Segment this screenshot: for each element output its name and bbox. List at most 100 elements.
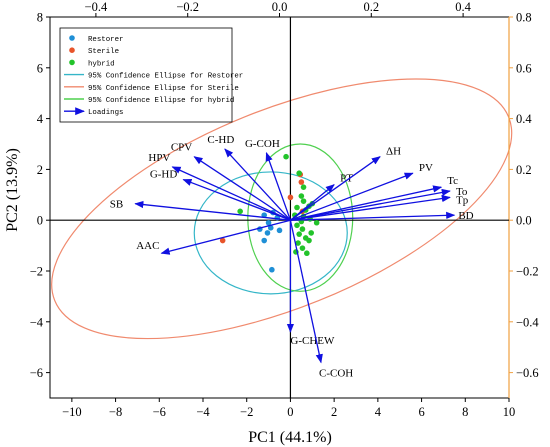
loading-label: AAC bbox=[136, 240, 159, 252]
data-point bbox=[276, 227, 283, 234]
y-tick-label: 4 bbox=[37, 112, 44, 126]
loading-label: To bbox=[456, 186, 468, 198]
y-tick-label: −2 bbox=[30, 265, 43, 279]
loading-arrow bbox=[160, 219, 291, 255]
x-tick-label: 0 bbox=[287, 405, 293, 419]
data-point bbox=[237, 208, 243, 215]
loading-label: G-HD bbox=[150, 169, 178, 181]
legend-label: Sterile bbox=[88, 48, 119, 56]
data-point bbox=[265, 219, 272, 226]
legend-marker bbox=[69, 47, 75, 53]
axes-layer: −10 −8 −6 −4 −2 0 2 4 6 8 10 −6 −4 −2 0 2 4 6 8 −0.4 −0.2 0.0… bbox=[30, 0, 540, 419]
loading-arrow bbox=[290, 156, 381, 221]
data-point bbox=[294, 222, 300, 229]
data-point bbox=[313, 219, 320, 226]
confidence-ellipse bbox=[193, 171, 348, 295]
loading-label: CPV bbox=[171, 142, 192, 154]
legend-label: 95% Confidence Ellipse for Restorer bbox=[88, 73, 243, 81]
data-point bbox=[283, 153, 289, 160]
y-tick-label: 6 bbox=[37, 61, 43, 75]
right-tick-label: 0.6 bbox=[516, 61, 532, 75]
top-tick-label: −0.2 bbox=[176, 0, 199, 14]
x-tick-label: 2 bbox=[331, 405, 337, 419]
points-layer bbox=[219, 153, 320, 273]
x-tick-label: 10 bbox=[503, 405, 516, 419]
legend-label: Restorer bbox=[88, 36, 123, 44]
legend-label: 95% Confidence Ellipse for Sterile bbox=[88, 85, 239, 93]
data-point bbox=[299, 226, 306, 232]
data-point bbox=[298, 193, 305, 199]
data-point bbox=[287, 194, 294, 201]
loading-arrow bbox=[290, 194, 451, 221]
legend-marker bbox=[69, 59, 75, 66]
x-tick-label: −2 bbox=[240, 405, 253, 419]
data-point bbox=[299, 245, 306, 251]
legend-label: Loadings bbox=[88, 109, 123, 117]
data-point bbox=[300, 198, 307, 204]
right-tick-label: 0.0 bbox=[516, 214, 532, 228]
loading-arrow bbox=[193, 156, 291, 221]
loading-arrow bbox=[290, 211, 456, 221]
right-tick-label: −0.6 bbox=[516, 366, 539, 380]
loading-arrow bbox=[224, 148, 291, 221]
data-point bbox=[300, 184, 307, 190]
right-tick-label: 0.4 bbox=[516, 112, 532, 126]
top-tick-label: 0.0 bbox=[272, 0, 288, 14]
data-point bbox=[294, 204, 300, 211]
data-point bbox=[296, 231, 302, 237]
x-tick-label: −8 bbox=[109, 405, 122, 419]
data-point bbox=[267, 225, 274, 231]
y-tick-label: −6 bbox=[30, 366, 43, 380]
legend-label: 95% Confidence Ellipse for hybrid bbox=[88, 97, 234, 105]
data-point bbox=[261, 212, 268, 218]
legend-marker bbox=[69, 35, 75, 41]
loading-arrow bbox=[134, 200, 291, 221]
x-tick-label: −10 bbox=[62, 405, 82, 419]
top-tick-label: −0.4 bbox=[85, 0, 108, 14]
legend-label: hybrid bbox=[88, 60, 115, 68]
legend: Restorer Sterile hybrid 95% Confidence Elli… bbox=[59, 27, 243, 123]
x-tick-label: 6 bbox=[418, 405, 424, 419]
loading-label: G-COH bbox=[245, 138, 280, 150]
right-tick-label: 0.8 bbox=[516, 11, 532, 25]
data-point bbox=[304, 250, 310, 257]
loading-arrow bbox=[289, 220, 323, 364]
legend-box bbox=[59, 27, 233, 123]
top-tick-label: 0.4 bbox=[455, 0, 471, 14]
x-tick-label: 4 bbox=[375, 405, 382, 419]
loading-label: ΔH bbox=[386, 146, 401, 158]
loading-label: SB bbox=[110, 199, 123, 211]
y-tick-label: −4 bbox=[30, 315, 44, 329]
data-point bbox=[269, 266, 275, 273]
loading-label: G-CHEW bbox=[290, 335, 335, 347]
right-tick-label: 0.2 bbox=[516, 163, 532, 177]
y-tick-label: 2 bbox=[37, 163, 43, 177]
right-tick-label: −0.4 bbox=[516, 315, 539, 329]
x-tick-label: −6 bbox=[153, 405, 166, 419]
loading-arrow bbox=[182, 178, 291, 221]
loading-label: Tp bbox=[456, 194, 469, 206]
data-point bbox=[298, 179, 305, 185]
loading-label: PV bbox=[419, 162, 433, 174]
data-point bbox=[296, 170, 302, 177]
loading-arrow bbox=[290, 172, 414, 221]
data-point bbox=[261, 237, 268, 244]
x-tick-label: 8 bbox=[462, 405, 468, 419]
x-tick-label: −4 bbox=[196, 405, 210, 419]
loading-label: C-HD bbox=[207, 134, 234, 146]
loading-arrow bbox=[265, 152, 292, 221]
loading-label: PT bbox=[340, 173, 353, 185]
data-point bbox=[308, 230, 314, 236]
y-axis-label: PC2 (13.9%) bbox=[4, 148, 21, 232]
y-tick-label: 8 bbox=[37, 11, 43, 25]
loading-arrow bbox=[290, 185, 443, 221]
loading-label: HPV bbox=[148, 152, 170, 164]
data-point bbox=[306, 237, 312, 244]
loading-arrow bbox=[290, 188, 451, 221]
y-tick-label: 0 bbox=[37, 214, 43, 228]
loading-label: BD bbox=[458, 210, 473, 222]
loading-label: C-COH bbox=[319, 367, 353, 379]
x-axis-label: PC1 (44.1%) bbox=[248, 429, 332, 446]
top-tick-label: 0.2 bbox=[363, 0, 379, 14]
